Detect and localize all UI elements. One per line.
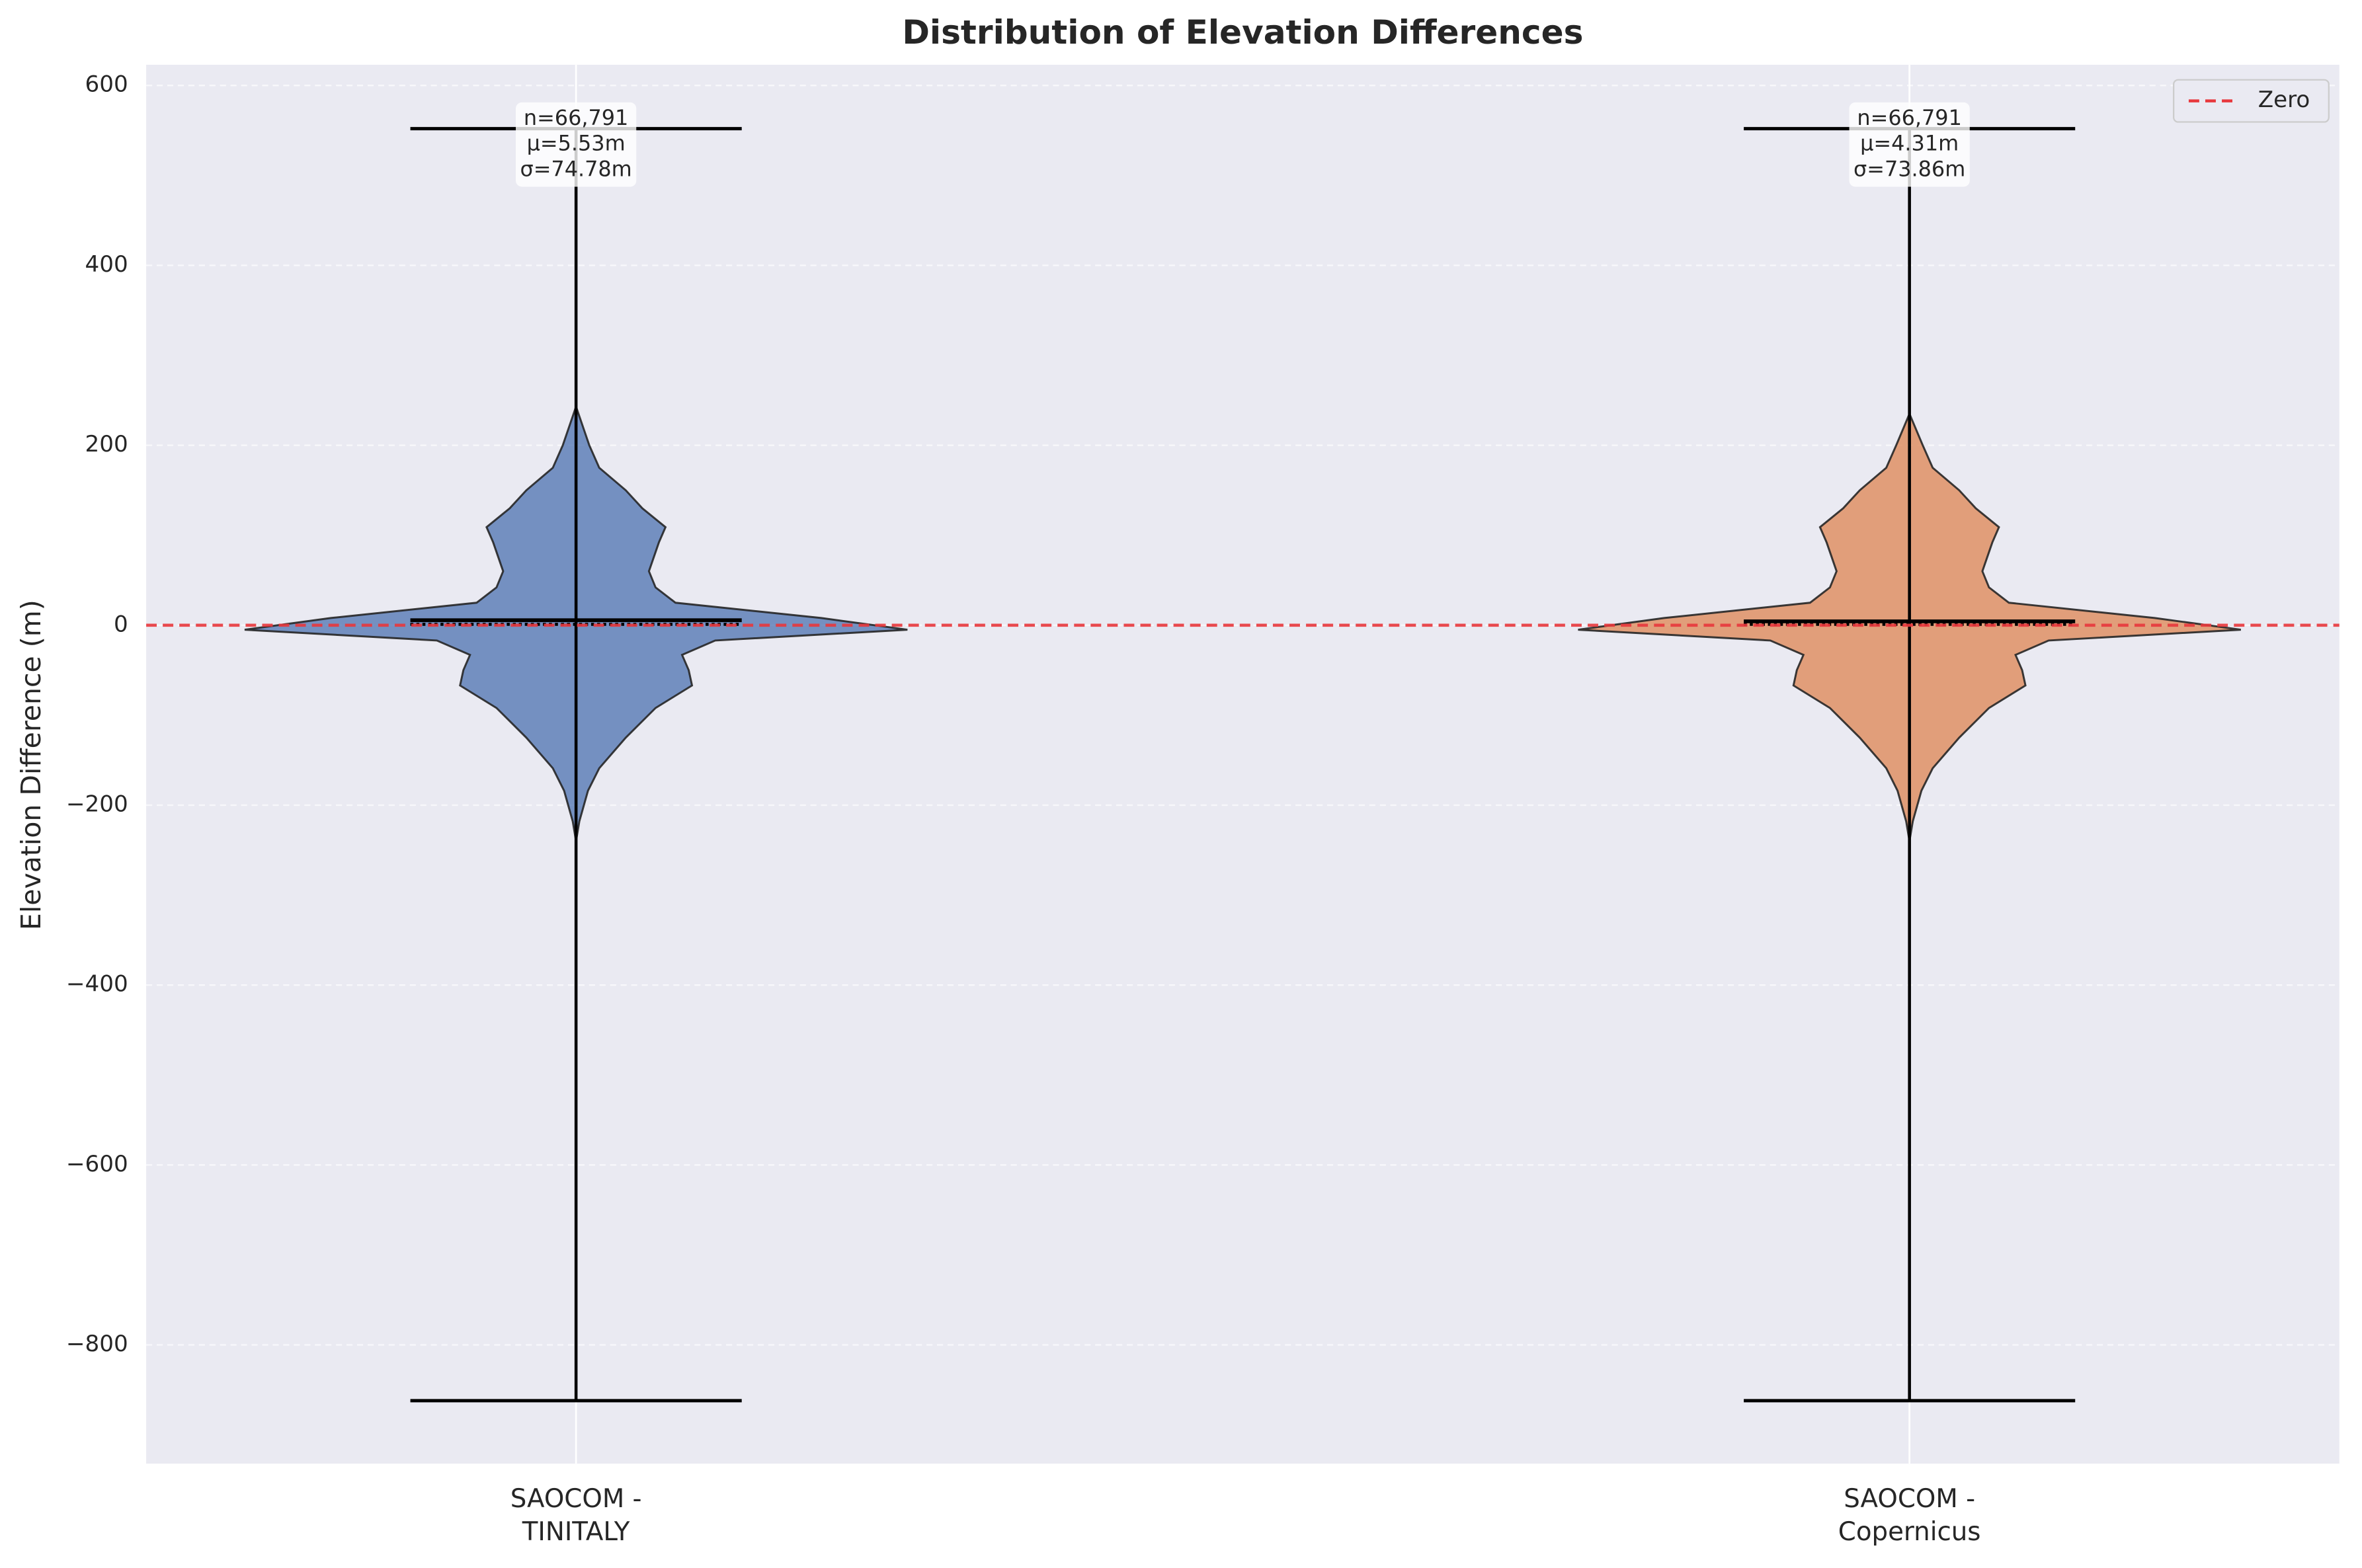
annotation: n=66,791 [1857, 105, 1961, 130]
annotation: σ=73.86m [1853, 156, 1965, 181]
y-tick-label: −200 [66, 791, 128, 817]
violin-body [1578, 413, 1910, 842]
violin-body [244, 407, 577, 842]
annotation-box [516, 102, 637, 187]
annotation-box [1849, 102, 1970, 187]
annotation: μ=4.31m [1860, 131, 1959, 156]
x-tick-label: SAOCOM -Copernicus [1838, 1483, 1981, 1546]
legend-box [2173, 79, 2330, 123]
violin-body [1909, 413, 2241, 842]
annotation: μ=5.53m [527, 131, 626, 156]
x-tick-label: SAOCOM -TINITALY [510, 1483, 642, 1546]
legend-label: Zero [2258, 87, 2310, 113]
y-tick-label: −600 [66, 1151, 128, 1177]
y-tick-label: −400 [66, 971, 128, 998]
plot-area [146, 64, 2340, 1464]
y-tick-label: 400 [85, 251, 128, 278]
y-tick-label: 600 [85, 71, 128, 98]
annotation: n=66,791 [524, 105, 628, 130]
y-axis-label: Elevation Difference (m) [15, 600, 47, 930]
y-tick-label: −800 [66, 1331, 128, 1357]
y-tick-label: 200 [85, 431, 128, 457]
chart-title: Distribution of Elevation Differences [902, 13, 1583, 52]
violin-outline [1908, 413, 2241, 842]
violin-body [576, 407, 908, 842]
annotation: σ=74.78m [520, 156, 632, 181]
y-tick-label: 0 [114, 611, 128, 637]
